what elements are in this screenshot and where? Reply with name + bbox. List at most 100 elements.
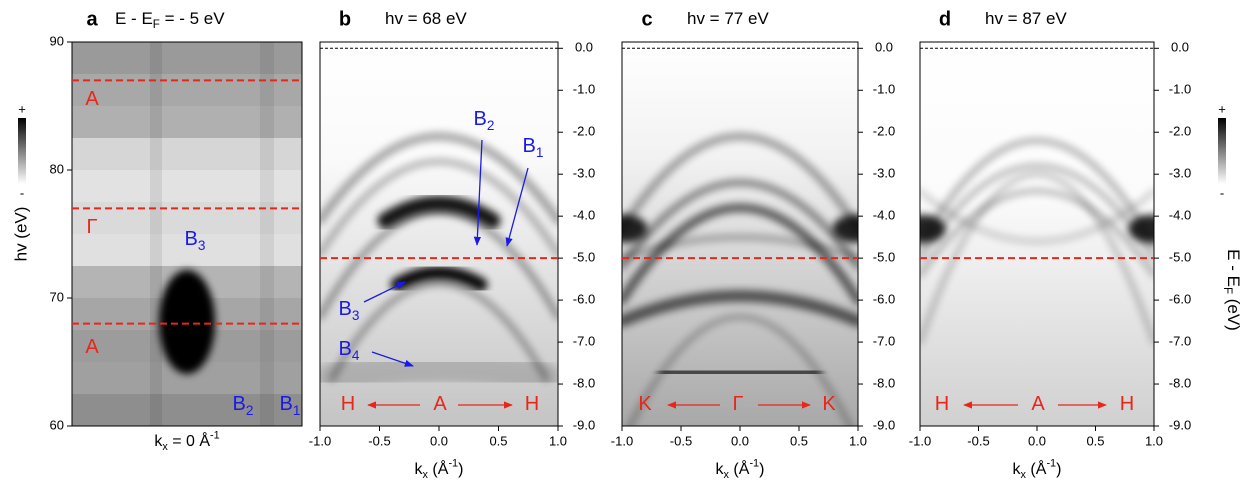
- y-tick-label: -8.0: [873, 375, 895, 390]
- y-tick-label: 90: [50, 33, 64, 48]
- text-part: H: [1120, 393, 1134, 415]
- text-part: k: [415, 461, 424, 478]
- arrow: [371, 351, 414, 367]
- map-row: [72, 234, 302, 267]
- text-part: 3: [352, 308, 360, 323]
- map-blob: [159, 270, 215, 374]
- text-part: 3: [198, 238, 206, 253]
- text-part: Γ: [86, 216, 97, 238]
- band: [622, 289, 858, 328]
- text-part: hv = 68 eV: [385, 9, 467, 28]
- text-part: k: [154, 433, 163, 450]
- band: [622, 234, 858, 262]
- x-tick-label: -1.0: [611, 433, 633, 448]
- map-row: [72, 138, 302, 171]
- text-part: -1: [749, 457, 759, 469]
- text-part: hv = 87 eV: [985, 9, 1067, 28]
- x-tick-label: -0.5: [670, 433, 692, 448]
- text-part: 4: [352, 348, 360, 363]
- x-tick-label: 0.5: [489, 433, 507, 448]
- y-tick-label: -9.0: [573, 417, 595, 432]
- colorbar-max: +: [1218, 101, 1226, 116]
- map-row: [72, 106, 302, 139]
- text-part: -1: [210, 429, 220, 441]
- annotation: Γ: [732, 393, 743, 415]
- band: [658, 360, 822, 384]
- band: [920, 188, 1154, 278]
- y-tick-label: -8.0: [1169, 375, 1191, 390]
- text-part: Γ: [732, 393, 743, 415]
- text-part: A: [1031, 393, 1045, 415]
- text-part: k: [716, 461, 725, 478]
- band-blob: [1128, 214, 1154, 243]
- map-row: [72, 170, 302, 203]
- text-part: B: [280, 393, 293, 415]
- annotation: A: [1031, 393, 1045, 415]
- x-tick-label: -1.0: [309, 433, 331, 448]
- x-tick-label: 0.5: [1086, 433, 1104, 448]
- annotation: H: [525, 393, 539, 415]
- band: [920, 188, 1154, 244]
- panel-title: hv = 68 eV: [385, 9, 467, 28]
- text-part: B: [339, 298, 352, 320]
- y-tick-label: -2.0: [1169, 124, 1191, 139]
- map-row: [72, 42, 302, 75]
- text-part: B: [233, 393, 246, 415]
- annotation: K: [638, 393, 652, 415]
- band: [328, 280, 550, 382]
- panel-title: hv = 77 eV: [687, 9, 769, 28]
- y-tick-label: -5.0: [573, 250, 595, 265]
- y-axis-label: hv (eV): [11, 207, 30, 262]
- text-part: x: [423, 469, 429, 481]
- colorbar-min: -: [20, 185, 24, 200]
- x-axis-label: kx = 0 Å-1: [154, 429, 219, 452]
- panel-label: a: [86, 8, 98, 30]
- band-blob: [920, 214, 946, 243]
- x-tick-label: 0.5: [790, 433, 808, 448]
- text-part: F: [153, 19, 160, 31]
- x-tick-label: 1.0: [549, 433, 567, 448]
- text-part: F: [1221, 287, 1233, 294]
- band: [390, 265, 488, 292]
- y-tick-label: -2.0: [573, 124, 595, 139]
- intensity-map: [622, 42, 858, 426]
- x-tick-label: -1.0: [909, 433, 931, 448]
- annotation: H: [1120, 393, 1134, 415]
- x-tick-label: 1.0: [849, 433, 867, 448]
- band-blob: [622, 214, 648, 243]
- text-part: 2: [487, 118, 495, 133]
- frame: [71, 41, 303, 427]
- annotation: H: [341, 393, 355, 415]
- annotation: Γ: [86, 216, 97, 238]
- arrow: [363, 281, 406, 303]
- energy-axis-label: E - EF (eV): [1221, 249, 1243, 331]
- band: [920, 171, 1154, 345]
- text-part: 1: [293, 403, 301, 418]
- x-axis-label: kx (Å-1): [716, 457, 765, 480]
- annotation: A: [85, 88, 99, 110]
- text-part: K: [638, 393, 652, 415]
- text-part: (eV): [1224, 294, 1243, 331]
- y-tick-label: -6.0: [873, 292, 895, 307]
- y-tick-label: -4.0: [1169, 208, 1191, 223]
- y-tick-label: 0.0: [875, 40, 893, 55]
- band: [320, 352, 558, 393]
- arrow: [473, 139, 483, 246]
- intensity-map: [920, 42, 1154, 426]
- text-part: H: [525, 393, 539, 415]
- x-tick-label: 0.0: [731, 433, 749, 448]
- map-column: [260, 42, 274, 426]
- text-part: 2: [246, 403, 254, 418]
- map-bg: [920, 42, 1154, 426]
- y-tick-label: -8.0: [573, 375, 595, 390]
- x-tick-label: 0.0: [430, 433, 448, 448]
- annotation: A: [433, 393, 447, 415]
- y-tick-label: 60: [50, 417, 64, 432]
- annotation: H: [935, 393, 949, 415]
- y-tick-label: 0.0: [575, 40, 593, 55]
- band: [920, 137, 1154, 249]
- y-tick-label: -5.0: [873, 250, 895, 265]
- text-part: B: [339, 338, 352, 360]
- y-tick-label: -2.0: [873, 124, 895, 139]
- text-part: E - E: [115, 9, 153, 28]
